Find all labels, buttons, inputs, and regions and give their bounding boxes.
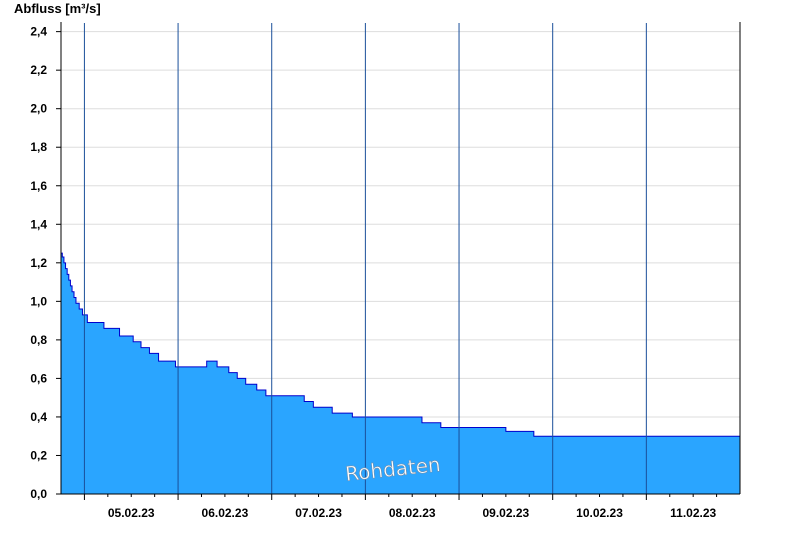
x-axis-ticks: 05.02.23 06.02.23 07.02.23 08.02.23 09.02.23… [83,494,718,520]
y-tick-label: 0,4 [30,410,47,424]
y-tick-label: 2,0 [30,102,47,116]
y-tick-label: 0,6 [30,371,47,385]
axes [60,22,741,495]
y-tick-label: 1,8 [30,140,47,154]
discharge-area [61,253,740,494]
y-tick-label: 0,0 [30,487,47,501]
y-tick-label: 2,4 [30,25,47,39]
discharge-line [61,252,740,437]
day-separators [83,23,647,494]
x-tick-label: 05.02.23 [108,506,155,520]
y-tick-label: 2,2 [30,63,47,77]
y-axis-ticks: 0,0 0,2 0,4 0,6 0,8 1,0 1,2 1,4 1,6 1,8 2,0 2,2 2,4 [30,25,61,501]
y-tick-label: 0,2 [30,448,47,462]
x-tick-label: 11.02.23 [670,506,716,520]
y-tick-label: 1,0 [30,294,47,308]
data-area [61,252,740,494]
x-tick-label: 07.02.23 [295,506,342,520]
x-tick-label: 08.02.23 [389,506,436,520]
x-tick-label: 06.02.23 [202,506,249,520]
x-tick-label: 09.02.23 [483,506,530,520]
y-tick-label: 0,8 [30,333,47,347]
y-tick-label: 1,2 [30,256,47,270]
y-axis-title: Abfluss [m³/s] [14,1,101,16]
y-tick-label: 1,6 [30,179,47,193]
y-tick-label: 1,4 [30,217,47,231]
x-tick-label: 10.02.23 [576,506,623,520]
